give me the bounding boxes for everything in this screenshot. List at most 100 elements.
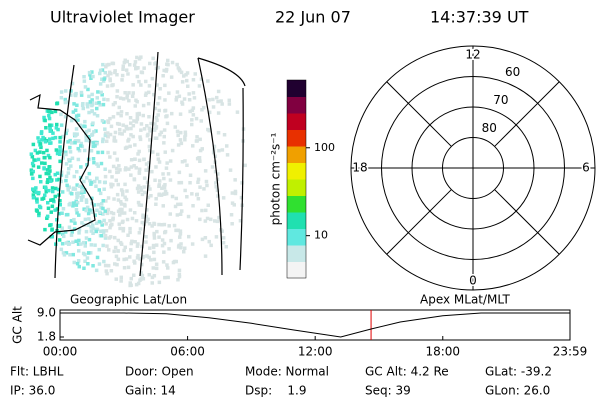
lat-label: 60	[505, 65, 520, 79]
pixel	[183, 246, 187, 250]
pixel	[157, 160, 162, 164]
pixel	[135, 74, 140, 79]
pixel	[128, 226, 132, 231]
pixel	[121, 67, 125, 71]
pixel	[46, 153, 51, 158]
pixel	[145, 208, 149, 212]
pixel	[103, 209, 107, 213]
pixel	[30, 161, 35, 166]
pixel	[101, 230, 106, 234]
pixel	[105, 211, 110, 216]
pixel	[34, 190, 38, 195]
pixel	[152, 231, 156, 236]
pixel	[216, 172, 220, 176]
pixel	[216, 131, 221, 135]
pixel	[97, 210, 102, 214]
pixel	[56, 127, 60, 132]
pixel	[103, 131, 108, 136]
pixel	[109, 269, 114, 273]
pixel	[32, 158, 36, 162]
color-step	[287, 179, 306, 196]
pixel	[42, 155, 46, 160]
pixel	[120, 189, 125, 194]
pixel	[94, 268, 99, 273]
pixel	[115, 170, 119, 175]
pixel	[162, 241, 167, 246]
pixel	[64, 152, 68, 157]
pixel	[58, 203, 62, 207]
pixel	[73, 108, 78, 112]
pixel	[186, 214, 191, 219]
pixel	[150, 275, 155, 280]
pixel	[163, 150, 167, 154]
status-field: Seq: 39	[365, 384, 411, 398]
pixel	[50, 204, 55, 208]
pixel	[92, 112, 97, 116]
pixel	[55, 207, 60, 211]
pixel	[39, 145, 43, 150]
pixel	[188, 181, 192, 185]
pixel	[122, 129, 127, 133]
color-step	[287, 96, 306, 114]
pixel	[185, 195, 189, 199]
pixel	[64, 89, 68, 93]
pixel	[101, 139, 105, 144]
pixel	[64, 251, 69, 255]
pixel	[40, 197, 44, 201]
pixel	[155, 118, 159, 123]
pixel	[202, 187, 206, 191]
pixel	[121, 193, 125, 197]
pixel	[207, 98, 211, 102]
pixel	[118, 168, 122, 172]
pixel	[156, 113, 160, 117]
pixel	[204, 179, 209, 184]
mlt-grid	[494, 81, 560, 147]
pixel	[71, 201, 76, 205]
pixel	[57, 149, 62, 153]
pixel	[147, 115, 151, 119]
pixel	[66, 171, 71, 175]
pixel	[139, 55, 143, 59]
pixel	[55, 178, 59, 182]
pixel	[127, 98, 131, 103]
pixel	[83, 148, 87, 153]
pixel	[98, 103, 102, 107]
mlt-label: 0	[469, 274, 477, 288]
pixel	[138, 137, 143, 142]
pixel	[147, 126, 152, 130]
pixel	[113, 70, 117, 75]
pixel	[170, 194, 175, 199]
status-field: Mode: Normal	[245, 365, 329, 379]
pixel	[147, 90, 151, 95]
pixel	[68, 138, 72, 143]
pixel	[185, 78, 189, 83]
pixel	[166, 275, 170, 280]
pixel	[102, 259, 106, 264]
pixel	[67, 158, 71, 162]
status-field: GLat: -39.2	[485, 365, 552, 379]
pixel	[75, 200, 80, 205]
pixel	[180, 100, 184, 104]
pixel	[76, 259, 81, 263]
pixel	[135, 244, 140, 248]
pixel	[87, 70, 92, 75]
pixel	[190, 192, 194, 196]
pixel	[139, 203, 144, 207]
pixel	[107, 70, 112, 75]
pixel	[106, 207, 111, 212]
pixel	[165, 121, 170, 126]
pixel	[142, 176, 147, 180]
mlt-label: 12	[465, 48, 480, 62]
pixel	[73, 187, 78, 191]
pixel	[40, 138, 44, 142]
status-field: Flt: LBHL	[10, 365, 64, 379]
pixel	[70, 192, 74, 196]
pixel	[126, 233, 130, 237]
pixel	[45, 216, 49, 220]
pixel	[207, 128, 211, 133]
pixel	[87, 94, 91, 99]
pixel	[59, 179, 63, 184]
pixel	[63, 115, 68, 119]
pixel	[102, 97, 106, 102]
pixel	[200, 237, 205, 242]
